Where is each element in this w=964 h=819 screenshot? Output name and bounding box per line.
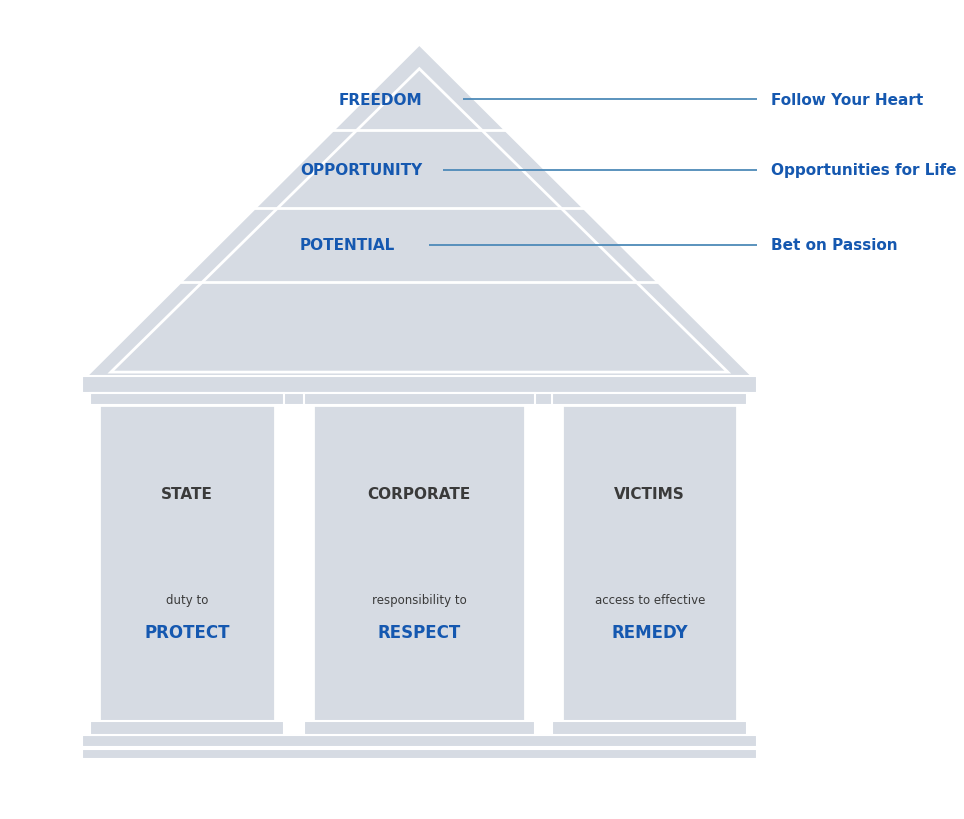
Text: Follow Your Heart: Follow Your Heart	[771, 93, 924, 107]
Bar	[562, 405, 737, 721]
Text: STATE: STATE	[161, 486, 213, 501]
Text: REMEDY: REMEDY	[611, 624, 688, 641]
Text: Bet on Passion: Bet on Passion	[771, 238, 897, 253]
Bar	[90, 393, 284, 405]
Bar	[99, 405, 275, 721]
Text: RESPECT: RESPECT	[378, 624, 461, 641]
Text: PROTECT: PROTECT	[145, 624, 229, 641]
Bar	[90, 721, 284, 735]
Bar	[82, 749, 757, 759]
Text: duty to: duty to	[166, 594, 208, 606]
Text: responsibility to: responsibility to	[372, 594, 467, 606]
Text: FREEDOM: FREEDOM	[339, 93, 422, 107]
Bar	[552, 721, 747, 735]
Text: access to effective: access to effective	[595, 594, 705, 606]
Bar	[313, 405, 525, 721]
Bar	[82, 377, 757, 393]
Bar	[304, 721, 535, 735]
Text: VICTIMS: VICTIMS	[614, 486, 685, 501]
Polygon shape	[82, 45, 757, 381]
Bar	[82, 735, 757, 747]
Text: Opportunities for Life: Opportunities for Life	[771, 163, 956, 178]
Text: CORPORATE: CORPORATE	[367, 486, 471, 501]
Bar	[92, 393, 747, 405]
Bar	[304, 393, 535, 405]
Text: OPPORTUNITY: OPPORTUNITY	[301, 163, 422, 178]
Text: POTENTIAL: POTENTIAL	[300, 238, 394, 253]
Bar	[552, 393, 747, 405]
